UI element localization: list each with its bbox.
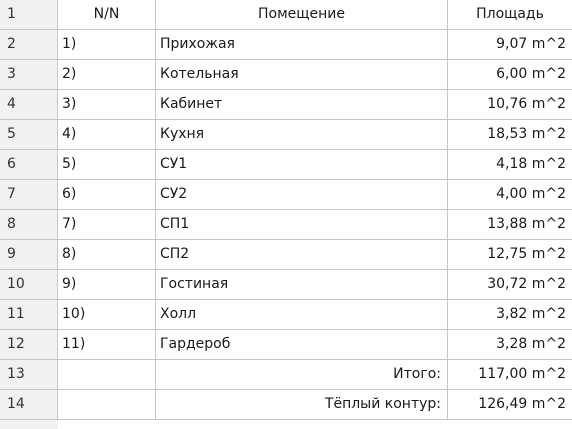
row-number[interactable]: 3 [0, 60, 58, 90]
empty-cell[interactable] [58, 360, 156, 390]
header-row: 1 N/N Помещение Площадь [0, 0, 572, 30]
row-number[interactable]: 12 [0, 330, 58, 360]
total-label[interactable]: Итого: [156, 360, 448, 390]
cell-area[interactable]: 18,53 m^2 [448, 120, 572, 150]
cell-area[interactable]: 6,00 m^2 [448, 60, 572, 90]
cell-room[interactable]: Холл [156, 300, 448, 330]
table-row: 2 1) Прихожая 9,07 m^2 [0, 30, 572, 60]
table-row: 11 10) Холл 3,82 m^2 [0, 300, 572, 330]
cell-room[interactable]: СУ2 [156, 180, 448, 210]
table-row: 9 8) СП2 12,75 m^2 [0, 240, 572, 270]
row-number[interactable]: 9 [0, 240, 58, 270]
total-row: 13 Итого: 117,00 m^2 [0, 360, 572, 390]
cell-nn[interactable]: 11) [58, 330, 156, 360]
cell-area[interactable]: 10,76 m^2 [448, 90, 572, 120]
cell-area[interactable]: 4,00 m^2 [448, 180, 572, 210]
table-row: 3 2) Котельная 6,00 m^2 [0, 60, 572, 90]
cell-nn[interactable]: 5) [58, 150, 156, 180]
cell-nn[interactable]: 9) [58, 270, 156, 300]
warm-contour-label[interactable]: Тёплый контур: [156, 390, 448, 420]
cell-room[interactable]: Гостиная [156, 270, 448, 300]
cell-room[interactable]: Котельная [156, 60, 448, 90]
cell-nn[interactable]: 2) [58, 60, 156, 90]
cell-nn[interactable]: 6) [58, 180, 156, 210]
empty-cell[interactable] [58, 390, 156, 420]
cell-area[interactable]: 3,82 m^2 [448, 300, 572, 330]
cell-nn[interactable]: 4) [58, 120, 156, 150]
cell-room[interactable]: Прихожая [156, 30, 448, 60]
cell-area[interactable]: 9,07 m^2 [448, 30, 572, 60]
cell-room[interactable]: Гардероб [156, 330, 448, 360]
header-cell-nn[interactable]: N/N [58, 0, 156, 30]
table-row: 4 3) Кабинет 10,76 m^2 [0, 90, 572, 120]
cell-room[interactable]: СП2 [156, 240, 448, 270]
cell-nn[interactable]: 10) [58, 300, 156, 330]
cell-room[interactable]: СП1 [156, 210, 448, 240]
row-number[interactable]: 6 [0, 150, 58, 180]
row-number[interactable]: 2 [0, 30, 58, 60]
cell-room[interactable]: СУ1 [156, 150, 448, 180]
row-number[interactable]: 5 [0, 120, 58, 150]
cell-area[interactable]: 3,28 m^2 [448, 330, 572, 360]
row-number[interactable]: 14 [0, 390, 58, 420]
header-cell-area[interactable]: Площадь [448, 0, 572, 30]
table-row: 6 5) СУ1 4,18 m^2 [0, 150, 572, 180]
cell-room[interactable]: Кухня [156, 120, 448, 150]
cell-nn[interactable]: 3) [58, 90, 156, 120]
total-area[interactable]: 117,00 m^2 [448, 360, 572, 390]
cell-nn[interactable]: 8) [58, 240, 156, 270]
cell-nn[interactable]: 7) [58, 210, 156, 240]
row-number[interactable]: 10 [0, 270, 58, 300]
row-number[interactable]: 4 [0, 90, 58, 120]
row-number[interactable]: 13 [0, 360, 58, 390]
cell-nn[interactable]: 1) [58, 30, 156, 60]
cell-room[interactable]: Кабинет [156, 90, 448, 120]
table-row: 5 4) Кухня 18,53 m^2 [0, 120, 572, 150]
row-number[interactable]: 7 [0, 180, 58, 210]
row-number[interactable]: 1 [0, 0, 58, 30]
cell-area[interactable]: 13,88 m^2 [448, 210, 572, 240]
warm-contour-row: 14 Тёплый контур: 126,49 m^2 [0, 390, 572, 420]
table-row: 10 9) Гостиная 30,72 m^2 [0, 270, 572, 300]
row-number[interactable]: 8 [0, 210, 58, 240]
cell-area[interactable]: 4,18 m^2 [448, 150, 572, 180]
cell-area[interactable]: 30,72 m^2 [448, 270, 572, 300]
row-number[interactable]: 11 [0, 300, 58, 330]
table-row: 12 11) Гардероб 3,28 m^2 [0, 330, 572, 360]
header-cell-room[interactable]: Помещение [156, 0, 448, 30]
warm-contour-area[interactable]: 126,49 m^2 [448, 390, 572, 420]
table-row: 8 7) СП1 13,88 m^2 [0, 210, 572, 240]
cell-area[interactable]: 12,75 m^2 [448, 240, 572, 270]
table-row: 7 6) СУ2 4,00 m^2 [0, 180, 572, 210]
